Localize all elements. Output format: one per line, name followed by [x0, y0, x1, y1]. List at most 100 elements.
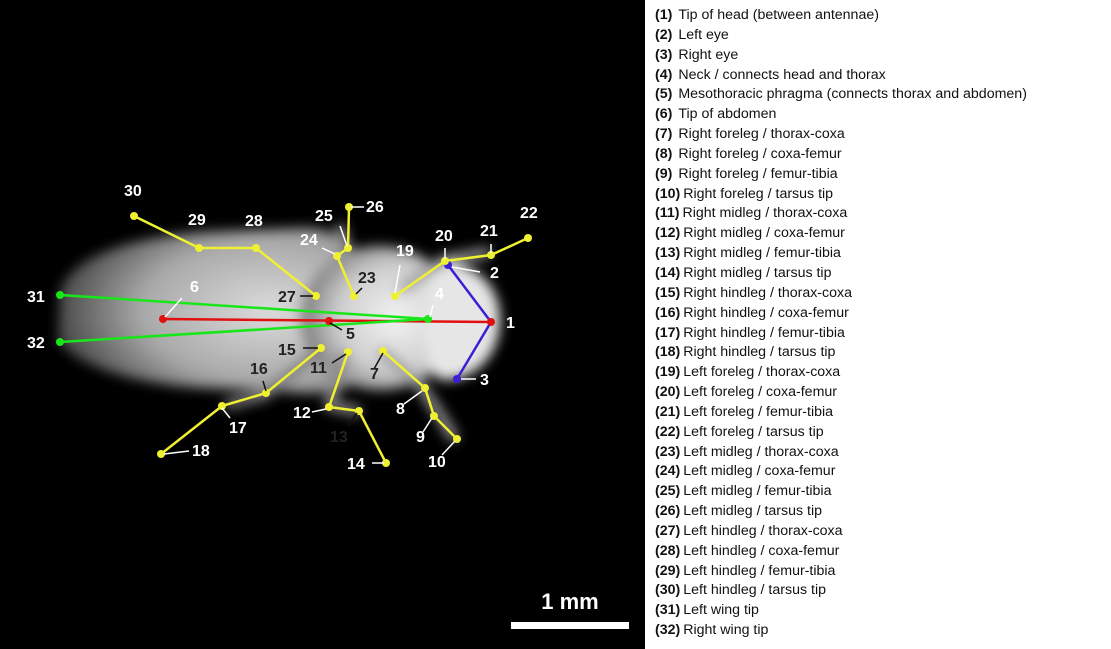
legend-text: Left midleg / coxa-femur — [683, 463, 836, 480]
legend-number: (30) — [655, 582, 681, 599]
legend-number: (16) — [655, 304, 681, 321]
skeleton-segment — [59, 317, 429, 344]
legend-number: (6) — [655, 106, 673, 123]
legend-item: (2) Left eye — [655, 26, 1107, 46]
legend-text: Left midleg / thorax-coxa — [683, 443, 839, 460]
legend-number: (15) — [655, 284, 681, 301]
legend-number: (14) — [655, 264, 681, 281]
keypoint-label-29: 29 — [188, 212, 206, 229]
keypoint-markers — [56, 203, 532, 467]
legend-text: Right hindleg / femur-tibia — [683, 324, 845, 341]
legend-text: Left wing tip — [683, 602, 759, 619]
keypoint-17 — [218, 402, 226, 410]
label-leader-line — [221, 407, 231, 419]
keypoint-legend: (1) Tip of head (between antennae) (2) Left… — [655, 6, 1107, 641]
keypoint-label-25: 25 — [315, 208, 333, 225]
legend-number: (24) — [655, 463, 681, 480]
scale-bar: 1 mm — [511, 589, 629, 629]
keypoint-19 — [391, 292, 399, 300]
legend-text: Left hindleg / coxa-femur — [683, 542, 840, 559]
legend-item: (8) Right foreleg / coxa-femur — [655, 145, 1107, 165]
label-leader-line — [339, 225, 348, 247]
legend-number: (21) — [655, 403, 681, 420]
legend-number: (28) — [655, 542, 681, 559]
legend-text: Left foreleg / coxa-femur — [683, 384, 838, 401]
keypoint-label-21: 21 — [480, 223, 498, 240]
label-leader-line — [451, 266, 481, 273]
skeleton-segment — [221, 391, 267, 408]
legend-item: (12) Right midleg / coxa-femur — [655, 224, 1107, 244]
legend-number: (32) — [655, 622, 681, 639]
legend-text: Right foreleg / femur-tibia — [678, 165, 838, 182]
skeleton-segment — [357, 410, 388, 464]
legend-item: (11) Right midleg / thorax-coxa — [655, 204, 1107, 224]
label-leader-line — [321, 247, 336, 255]
label-leader-line — [422, 417, 433, 433]
legend-number: (31) — [655, 602, 681, 619]
legend-text: Left foreleg / femur-tibia — [683, 403, 834, 420]
keypoint-label-18: 18 — [192, 443, 210, 460]
keypoint-25 — [344, 244, 352, 252]
keypoint-14 — [382, 459, 390, 467]
legend-number: (12) — [655, 225, 681, 242]
keypoint-30 — [130, 212, 138, 220]
skeleton-segment — [490, 236, 529, 257]
legend-item: (25) Left midleg / femur-tibia — [655, 482, 1107, 502]
skeleton-segment — [328, 405, 360, 413]
legend-item: (10) Right foreleg / tarsus tip — [655, 185, 1107, 205]
keypoint-label-1: 1 — [506, 315, 515, 332]
keypoint-label-26: 26 — [366, 199, 384, 216]
legend-number: (7) — [655, 126, 673, 143]
legend-text: Right midleg / femur-tibia — [683, 245, 841, 262]
legend-number: (9) — [655, 165, 673, 182]
keypoint-label-10: 10 — [428, 454, 446, 471]
keypoint-15 — [317, 344, 325, 352]
keypoint-label-6: 6 — [190, 279, 199, 296]
keypoint-1 — [487, 318, 495, 326]
keypoint-label-23: 23 — [358, 270, 376, 287]
legend-text: Tip of head (between antennae) — [678, 7, 879, 23]
legend-text: Right hindleg / coxa-femur — [683, 304, 849, 321]
legend-number: (27) — [655, 522, 681, 539]
legend-item: (22) Left foreleg / tarsus tip — [655, 423, 1107, 443]
legend-text: Right wing tip — [683, 622, 769, 639]
skeleton-segment — [335, 255, 356, 297]
skeleton-segment — [265, 347, 322, 394]
legend-item: (16) Right hindleg / coxa-femur — [655, 304, 1107, 324]
keypoint-label-9: 9 — [416, 429, 425, 446]
legend-text: Right foreleg / coxa-femur — [678, 145, 842, 162]
keypoint-label-14: 14 — [347, 456, 365, 473]
label-leader-line — [311, 408, 327, 413]
legend-text: Left foreleg / thorax-coxa — [683, 364, 841, 381]
keypoint-18 — [157, 450, 165, 458]
scale-bar-label: 1 mm — [541, 589, 598, 614]
legend-number: (22) — [655, 423, 681, 440]
legend-text: Right midleg / coxa-femur — [683, 225, 845, 242]
keypoint-29 — [195, 244, 203, 252]
legend-number: (4) — [655, 66, 673, 83]
legend-number: (11) — [655, 205, 680, 222]
legend-text: Right hindleg / tarsus tip — [683, 344, 836, 361]
keypoint-label-2: 2 — [490, 265, 499, 282]
label-leader-line — [355, 287, 363, 295]
keypoint-label-24: 24 — [300, 232, 318, 249]
legend-number: (8) — [655, 145, 673, 162]
legend-number: (20) — [655, 384, 681, 401]
keypoint-label-3: 3 — [480, 372, 489, 389]
keypoint-31 — [56, 291, 64, 299]
keypoint-27 — [312, 292, 320, 300]
label-leader-line — [394, 264, 401, 294]
keypoint-label-31: 31 — [27, 289, 45, 306]
label-leader-line — [164, 297, 183, 318]
label-leader-line — [262, 380, 267, 392]
keypoint-label-22: 22 — [520, 205, 538, 222]
legend-number: (10) — [655, 185, 681, 202]
keypoint-label-19: 19 — [396, 243, 414, 260]
keypoint-label-7: 7 — [370, 366, 379, 383]
legend-item: (27) Left hindleg / thorax-coxa — [655, 522, 1107, 542]
legend-item: (7) Right foreleg / thorax-coxa — [655, 125, 1107, 145]
legend-number: (26) — [655, 503, 681, 520]
keypoint-label-15: 15 — [278, 342, 296, 359]
